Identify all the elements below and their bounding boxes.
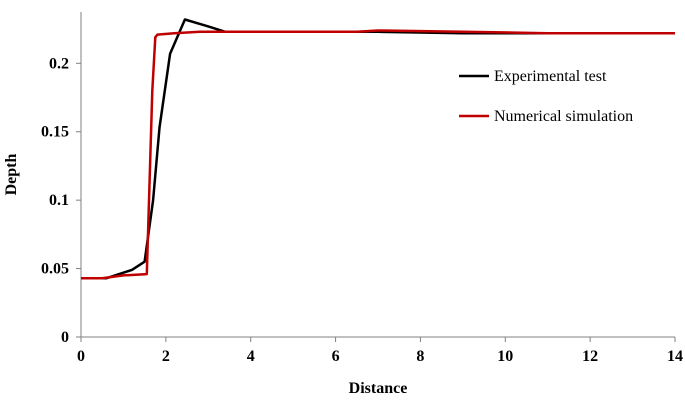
x-axis-ticks: 0 2 4 6 8 10 12 14	[77, 337, 683, 365]
legend-label-numerical: Numerical simulation	[494, 108, 633, 125]
y-tick-label: 0.1	[49, 192, 69, 209]
axes	[80, 12, 675, 338]
legend: Experimental test Numerical simulation	[459, 68, 633, 125]
y-tick-label: 0.2	[49, 55, 69, 72]
x-tick-label: 14	[667, 348, 683, 365]
y-axis-title: Depth	[3, 154, 20, 196]
series-line-experimental	[81, 18, 675, 280]
series-line-numerical	[81, 29, 675, 280]
x-tick-label: 8	[416, 348, 424, 365]
y-tick-label: 0.05	[41, 261, 69, 278]
x-axis-title: Distance	[349, 380, 408, 397]
legend-label-experimental: Experimental test	[494, 68, 607, 85]
x-tick-label: 6	[332, 348, 340, 365]
x-tick-label: 12	[582, 348, 598, 365]
x-tick-label: 10	[497, 348, 513, 365]
y-tick-label: 0	[61, 329, 69, 346]
y-tick-label: 0.15	[41, 124, 69, 141]
x-tick-label: 2	[162, 348, 170, 365]
y-axis-ticks: 0 0.05 0.1 0.15 0.2	[41, 55, 81, 346]
x-tick-label: 0	[77, 348, 85, 365]
series-lines	[81, 18, 675, 280]
x-tick-label: 4	[247, 348, 255, 365]
